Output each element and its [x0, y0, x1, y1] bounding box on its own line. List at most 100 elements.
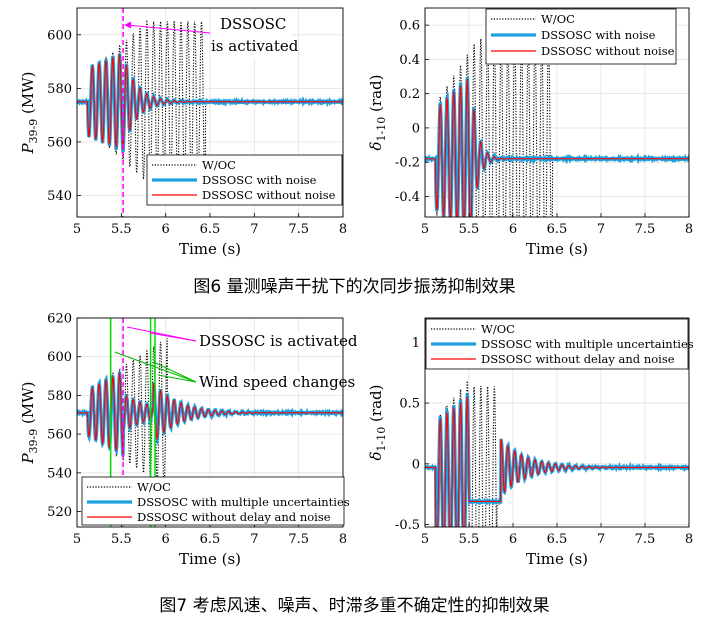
plot-area [77, 8, 343, 217]
annotation-arrow [153, 361, 197, 383]
annotation-arrow [149, 332, 197, 342]
x-tick-label: 6 [509, 222, 517, 237]
x-tick-label: 5.5 [459, 222, 480, 237]
annotation-backdrop [196, 373, 338, 392]
legend-label: DSSOSC with noise [202, 173, 317, 187]
series-red-line [77, 53, 343, 151]
y-tick-label: 600 [47, 28, 72, 43]
y-axis-label: P39-9 (MW) [19, 381, 40, 464]
wind-annotation: Wind speed changes [114, 351, 355, 392]
legend-label: W/OC [202, 158, 236, 172]
legend-label: DSSOSC without noise [541, 44, 675, 58]
annotation-text: is activated [211, 37, 299, 55]
x-tick-label: 5 [73, 532, 81, 547]
series-red-line [425, 79, 689, 217]
x-tick-label: 6 [509, 532, 517, 547]
y-tick-label: 560 [47, 135, 72, 150]
x-tick-label: 8 [339, 532, 347, 547]
annotation-text: DSSOSC [220, 15, 286, 33]
annotation-backdrop [212, 12, 292, 58]
series-red-line [425, 396, 689, 527]
x-tick-label: 7 [250, 222, 258, 237]
x-tick-label: 5 [421, 222, 429, 237]
x-tick-label: 8 [339, 222, 347, 237]
y-tick-label: 1 [412, 336, 420, 351]
legend-label: W/OC [541, 12, 575, 26]
y-tick-label: 580 [47, 389, 72, 404]
x-tick-label: 5 [73, 222, 81, 237]
y-tick-label: 580 [47, 82, 72, 97]
y-axis-label: δ1-10 (rad) [367, 75, 388, 151]
x-tick-label: 7.5 [288, 222, 309, 237]
x-tick-label: 8 [685, 532, 693, 547]
x-axis-label: Time (s) [179, 240, 241, 258]
x-tick-label: 7 [597, 222, 605, 237]
x-tick-label: 7.5 [635, 532, 656, 547]
annotation-arrow [157, 374, 197, 383]
x-tick-label: 7.5 [288, 532, 309, 547]
activation-annotation: DSSOSC is activated [124, 12, 299, 58]
y-tick-label: 600 [47, 350, 72, 365]
legend-label: DSSOSC without noise [202, 188, 336, 202]
x-tick-label: 8 [685, 222, 693, 237]
x-tick-label: 6 [162, 532, 170, 547]
legend-label: DSSOSC with multiple uncertainties [137, 495, 350, 509]
annotation-backdrop [196, 332, 341, 351]
annotation-arrow [127, 24, 211, 34]
y-tick-label: 620 [47, 312, 72, 327]
figure-7-caption: 图7 考虑风速、噪声、时滞多重不确定性的抑制效果 [159, 596, 550, 616]
y-tick-label: 0.6 [399, 19, 420, 34]
legend-label: W/OC [137, 480, 171, 494]
legend: W/OC DSSOSC with noise DSSOSC without nois… [485, 8, 677, 65]
x-axis-label: Time (s) [526, 550, 588, 568]
y-tick-label: 540 [47, 189, 72, 204]
y-tick-label: -0.5 [395, 518, 420, 533]
y-tick-label: -0.4 [395, 190, 420, 205]
x-axis-label: Time (s) [179, 550, 241, 568]
x-tick-label: 5.5 [111, 532, 132, 547]
x-tick-label: 7 [597, 532, 605, 547]
x-tick-label: 5.5 [459, 532, 480, 547]
x-tick-label: 5.5 [111, 222, 132, 237]
x-tick-label: 6.5 [200, 532, 221, 547]
x-tick-label: 6.5 [547, 222, 568, 237]
y-axis-label: P39-9 (MW) [19, 71, 40, 154]
figure-6-caption: 图6 量测噪声干扰下的次同步振荡抑制效果 [193, 277, 516, 297]
legend-label: W/OC [481, 322, 515, 336]
legend-label: DSSOSC with noise [541, 28, 656, 42]
x-tick-label: 6 [162, 222, 170, 237]
y-tick-label: -0.2 [395, 156, 420, 171]
chart-fig6-power: 5 5.5 6 6.5 7 7.5 8 540 560 580 600 Time (s) P39-9 (… [19, 7, 347, 258]
activation-annotation: DSSOSC is activated [127, 326, 358, 351]
x-tick-label: 6.5 [200, 222, 221, 237]
x-tick-label: 6.5 [547, 532, 568, 547]
chart-fig7-angle: 5 5.5 6 6.5 7 7.5 8 -0.5 0 0.5 1 Time (s) δ1-10 (rad… [367, 317, 694, 568]
annotation-text: Wind speed changes [199, 373, 355, 391]
y-tick-label: 0.2 [399, 87, 420, 102]
annotation-text: DSSOSC is activated [199, 332, 358, 350]
y-axis-label: δ1-10 (rad) [367, 385, 388, 461]
plot-area [425, 380, 689, 527]
y-tick-label: 0 [412, 121, 420, 136]
legend-label: DSSOSC with multiple uncertainties [481, 337, 694, 351]
y-tick-label: 520 [47, 505, 72, 520]
x-axis-label: Time (s) [526, 240, 588, 258]
x-tick-label: 7 [250, 532, 258, 547]
plot-area [425, 38, 689, 217]
series-red-line [77, 371, 343, 455]
x-tick-label: 5 [421, 532, 429, 547]
y-tick-label: 0 [412, 457, 420, 472]
annotation-arrowhead [124, 21, 132, 29]
x-tick-label: 7.5 [635, 222, 656, 237]
y-tick-label: 540 [47, 466, 72, 481]
annotation-arrow [114, 351, 197, 383]
y-tick-label: 0.5 [399, 397, 420, 412]
legend-label: DSSOSC without delay and noise [137, 510, 331, 524]
legend-label: DSSOSC without delay and noise [481, 352, 675, 366]
chart-fig6-angle: 5 5.5 6 6.5 7 7.5 8 -0.4 -0.2 0 0.2 0.4 0.6 Time (s) δ… [367, 7, 693, 258]
chart-fig7-power: 5 5.5 6 6.5 7 7.5 8 520 540 560 580 600 620 Time (s) P… [19, 312, 358, 569]
